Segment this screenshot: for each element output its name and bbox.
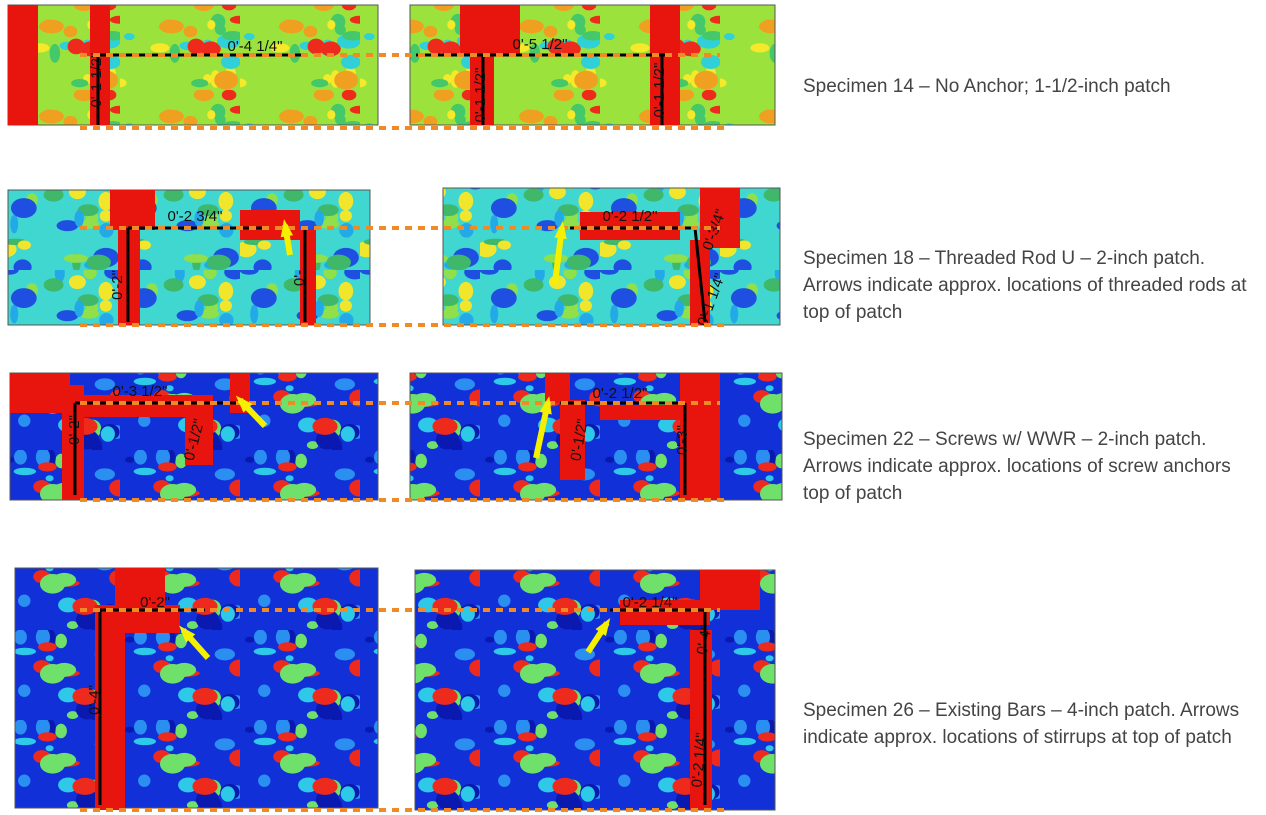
contour-panel — [8, 5, 378, 125]
patch-region — [110, 190, 155, 230]
dimension-label: 0'-5 1/2" — [513, 36, 568, 53]
caption: Specimen 14 – No Anchor; 1-1/2-inch patc… — [803, 73, 1258, 100]
patch-region — [460, 5, 520, 55]
dimension-label: 0'-2 3/4" — [168, 208, 223, 225]
dimension-label: 0'- — [291, 270, 308, 286]
dimension-label: 0'-2" — [140, 594, 170, 611]
caption: Specimen 18 – Threaded Rod U – 2-inch pa… — [803, 245, 1258, 326]
patch-region — [600, 405, 680, 420]
page: {"rows":[ {"caption":"Specimen 14 – No A… — [0, 0, 1266, 815]
caption: Specimen 26 – Existing Bars – 4-inch pat… — [803, 697, 1258, 751]
dimension-label: 0'-4 1/4" — [228, 38, 283, 55]
dimension-label: 0'-2" — [109, 270, 126, 300]
dimension-label: 0'-2" — [66, 415, 83, 445]
dimension-label: 0'-2 1/2" — [603, 208, 658, 225]
caption: Specimen 22 – Screws w/ WWR – 2-inch pat… — [803, 426, 1258, 507]
dimension-label: 0'-3 1/2" — [113, 383, 168, 400]
dimension-label: 0'-4" — [86, 685, 103, 715]
dimension-label: 0'-1 1/2" — [651, 63, 668, 118]
patch-region — [700, 570, 760, 610]
patch-region — [10, 373, 70, 413]
figure: 0'-4 1/4" 0'-1 1/2" 0'-5 1/2" 0'-1 1/2" 0'-1… — [0, 0, 790, 815]
patch-region — [8, 5, 38, 125]
dimension-label: 0'-2 1/2" — [593, 385, 648, 402]
dimension-label: 0'-1 1/2" — [472, 68, 489, 123]
contour-panel — [15, 568, 378, 808]
dimension-label: 0'-3" — [674, 425, 691, 455]
dimension-label: 0'-1 1/2" — [88, 53, 105, 108]
